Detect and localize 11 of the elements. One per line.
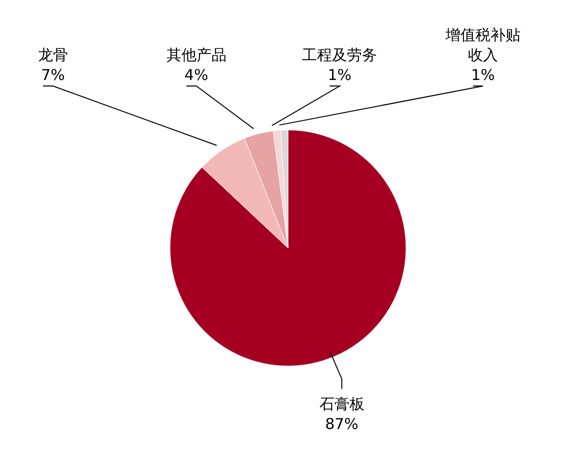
slice-label: 其他产品 [166,46,226,64]
slice-label: 龙骨 [38,46,68,64]
data-label: 1% [328,66,352,84]
data-label: 87% [325,414,358,433]
slice-label: 增值税补贴收入 [444,26,520,64]
data-label: 4% [184,66,208,84]
slice-label: 石膏板 [319,394,364,413]
data-label: 1% [471,66,495,84]
pie-slice [170,130,406,366]
data-label: 7% [41,66,65,84]
slice-label: 工程及劳务 [302,46,378,64]
